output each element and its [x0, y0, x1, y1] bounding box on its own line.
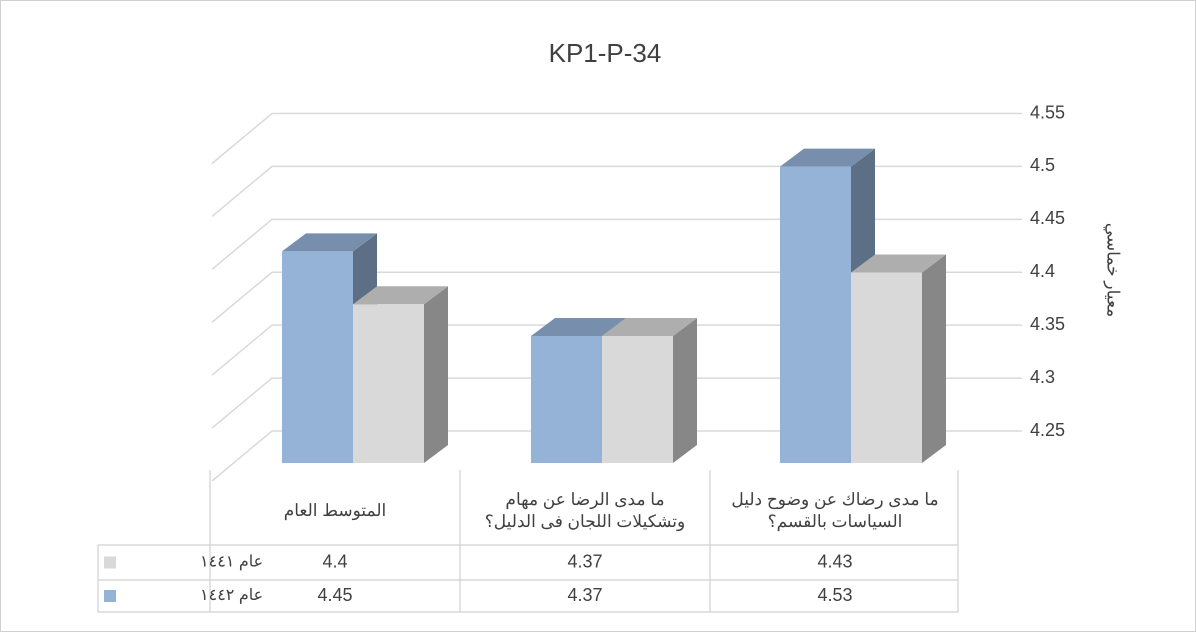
table-value: 4.43 [817, 551, 852, 571]
bar-side [922, 254, 946, 463]
y-tick-label: 4.25 [1030, 420, 1065, 440]
bar-top [780, 148, 875, 167]
legend-swatch [104, 556, 116, 569]
x-tick-label: ما مدى الرضا عن مهام وتشكيلات اللجان فى … [484, 490, 686, 531]
bar [780, 166, 851, 463]
y-tick-label: 4.45 [1030, 208, 1065, 228]
table-value: 4.37 [567, 551, 602, 571]
x-tick-label: ما مدى رضاك عن وضوح دليل السياسات بالقسم… [731, 490, 939, 531]
y-tick-label: 4.5 [1030, 155, 1055, 175]
chart-title: KP1-P-34 [549, 38, 662, 68]
bar [531, 336, 602, 463]
legend-label: عام ١٤٤١ [200, 554, 263, 571]
bar-top [531, 318, 626, 336]
bar [353, 304, 424, 463]
bar [282, 251, 353, 463]
bar [602, 336, 673, 463]
y-axis-label: معيار خماسي [1103, 223, 1123, 317]
bar-top [851, 254, 946, 273]
table-value: 4.4 [322, 551, 347, 571]
legend-label: عام ١٤٤٢ [200, 587, 263, 604]
grid-line [211, 218, 1022, 270]
y-tick-label: 4.55 [1030, 102, 1065, 122]
y-tick-label: 4.3 [1030, 367, 1055, 387]
table-value: 4.53 [817, 585, 852, 605]
grid-line [211, 430, 1022, 482]
bar-top [282, 233, 377, 252]
bar-side [673, 318, 697, 463]
grid-line [211, 324, 1022, 376]
table-value: 4.45 [317, 585, 352, 605]
x-tick-label: المتوسط العام [283, 501, 387, 520]
bar-side [424, 286, 448, 463]
legend-swatch [104, 590, 116, 602]
grid-line [211, 112, 1022, 165]
bar-top [353, 286, 448, 305]
grid-line [211, 377, 1022, 429]
grid-line [211, 271, 1022, 323]
y-tick-label: 4.35 [1030, 314, 1065, 334]
table-value: 4.37 [567, 585, 602, 605]
y-tick-label: 4.4 [1030, 261, 1055, 281]
bar-top [602, 318, 697, 336]
bar [851, 272, 922, 463]
grid-line [211, 165, 1022, 217]
